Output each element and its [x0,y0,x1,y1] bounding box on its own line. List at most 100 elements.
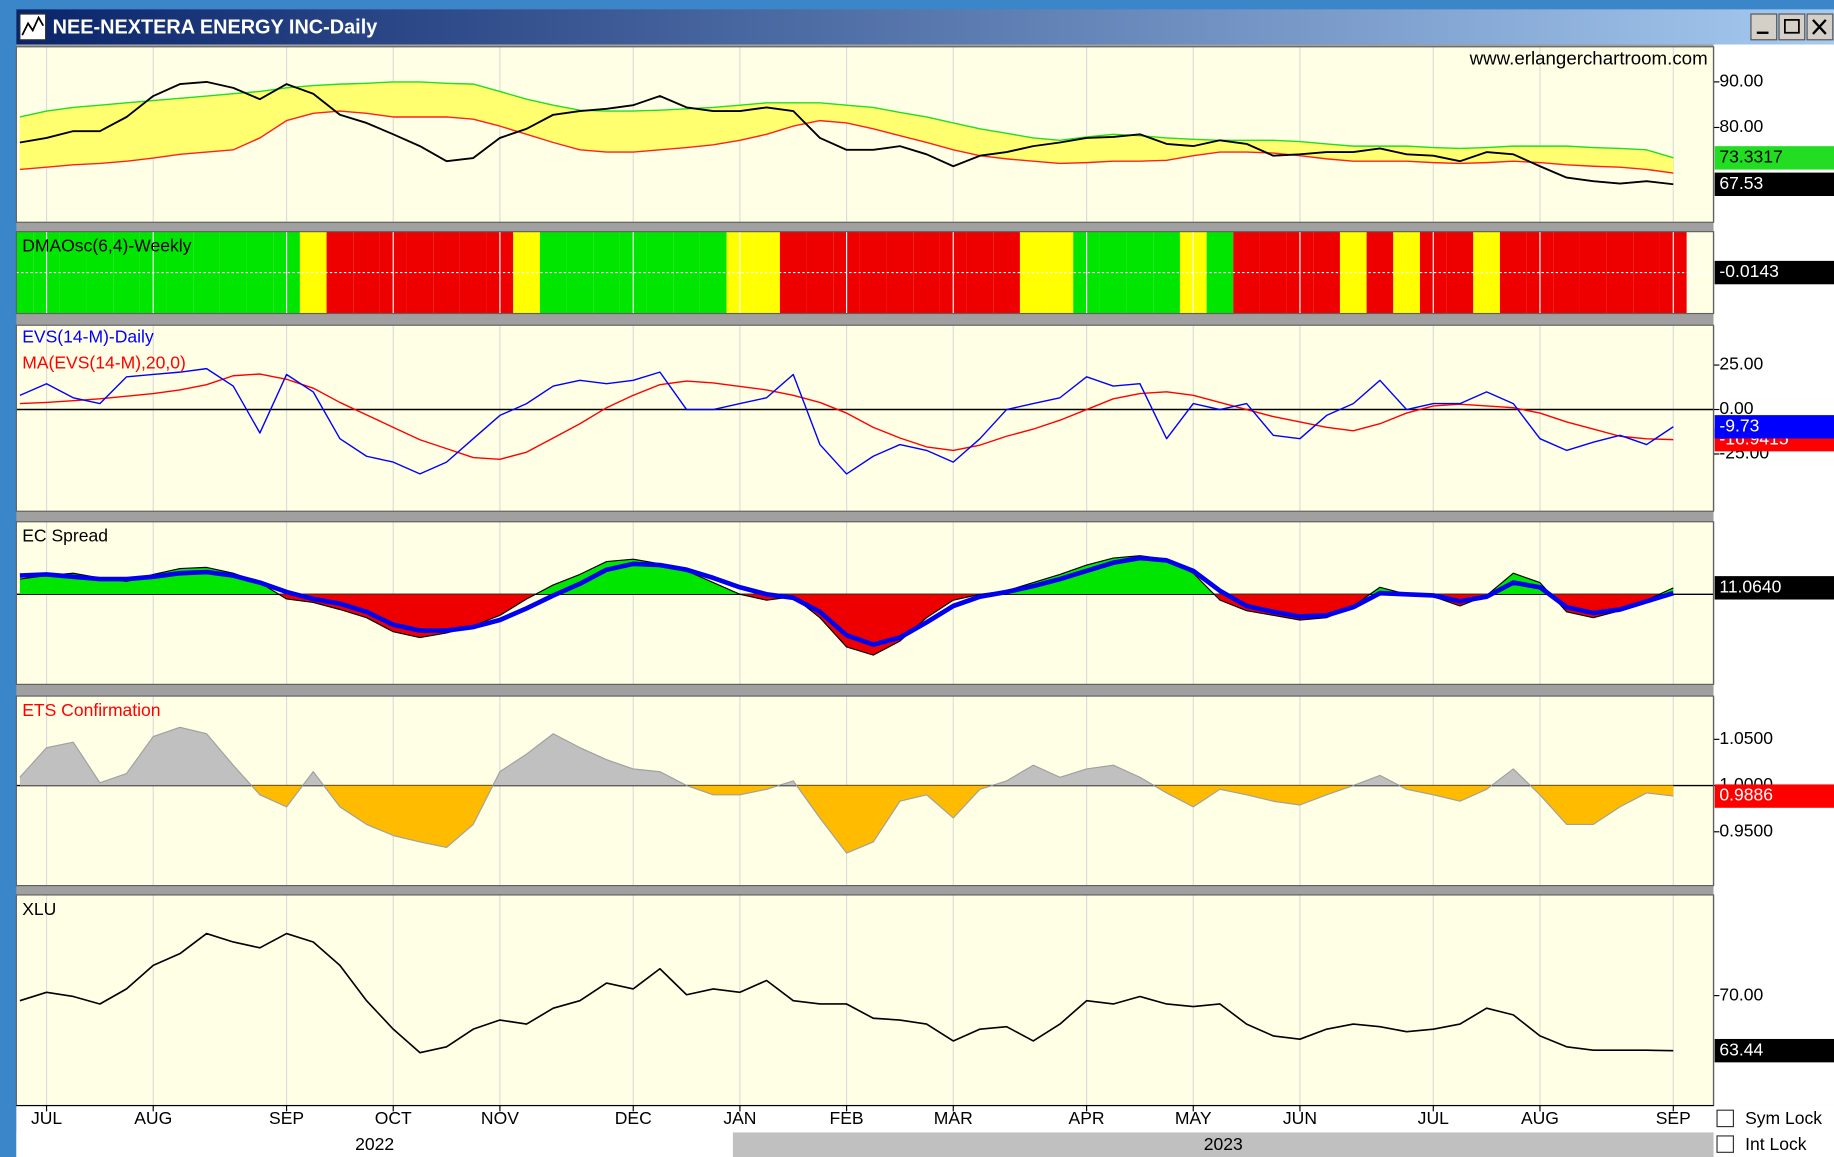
plot [19,894,1674,1106]
signal-block [1153,231,1180,314]
panel-border [15,324,1715,512]
signal-block [1499,231,1527,314]
x-tick-label: JUL [1418,1108,1449,1128]
int-lock-checkbox[interactable] [1716,1135,1734,1153]
watermark: www.erlangerchartroom.com [1469,48,1708,69]
last-value-label: 63.44 [1719,1039,1763,1059]
area-fill-positive [19,727,1531,786]
plot [19,46,1674,223]
series-line [19,80,1674,186]
maximize-glyph [1783,19,1800,34]
y-tick-label: 80.00 [1719,116,1763,136]
x-tick-label: FEB [830,1108,864,1128]
panel-border [15,46,1715,223]
minimize-button[interactable] [1750,13,1778,41]
panel-background [16,325,1714,512]
signal-block [913,231,940,314]
area-fill-negative [19,785,1674,854]
series-line [19,726,1674,854]
last-value-box [1714,1038,1834,1063]
year-label: 2022 [355,1134,394,1154]
maximize-button[interactable] [1778,13,1806,41]
signal-block [646,231,674,314]
x-tick-label: NOV [481,1108,519,1128]
panel-title: XLU [22,899,56,919]
panel: 80.00 90.00 73.3317 67.53 [15,46,1834,223]
x-tick-label: SEP [269,1108,304,1128]
series-line [19,373,1674,460]
last-value-label: 0.9886 [1719,785,1773,805]
x-tick-label: JAN [723,1108,756,1128]
panel: 25.000.00-25.00EVS(14-M)-DailyMA(EVS(14-… [15,324,1834,512]
panel-border [15,231,1715,315]
x-axis: JUL AUG SEP OCT NOV DEC JAN FEB MAR APR MAY JUN JUL A… [16,1104,1714,1157]
x-tick-label: MAR [934,1108,973,1128]
plot [16,521,1714,685]
signal-block [1606,231,1634,314]
panel-border [15,521,1715,685]
x-tick-label: AUG [134,1108,172,1128]
signal-block [993,231,1020,314]
last-value-box [1714,260,1834,285]
panel-background [16,894,1714,1106]
close-glyph [1812,19,1827,35]
signal-block [1446,231,1474,314]
plot [16,696,1714,886]
signal-block [886,231,914,314]
year-band [732,1132,1714,1157]
signal-block [433,231,460,314]
y-tick-label: 0.9500 [1719,820,1773,840]
x-tick-label: SEP [1656,1108,1691,1128]
x-tick-label: MAY [1175,1108,1212,1128]
x-tick-label: DEC [615,1108,652,1128]
legend-entry: MA(EVS(14-M),20,0) [22,352,186,372]
panels: 80.00 90.00 73.3317 67.53 DMAOsc(6,4)-Weekly… [15,46,1834,1107]
last-value-label: 73.3317 [1719,147,1782,167]
x-tick-label: JUL [31,1108,62,1128]
last-value-box [1714,784,1834,808]
series-line [19,932,1674,1054]
signal-block [1259,231,1287,314]
year-label: 2023 [1204,1134,1243,1154]
signal-block [86,231,114,314]
sym-lock-checkbox[interactable] [1716,1109,1734,1128]
plot [16,325,1714,512]
year-band [16,1132,733,1157]
last-value-label: 11.0640 [1719,576,1781,596]
last-value-box [1714,576,1834,600]
signal-block [1339,231,1367,314]
signal-block [193,231,220,314]
panel-title: ETS Confirmation [22,700,160,720]
last-value-label: 67.53 [1719,173,1763,193]
y-tick-label: 1.0500 [1719,728,1773,748]
x-tick-label: JUN [1283,1108,1317,1128]
title-bar [16,9,1834,45]
x-tick-label: AUG [1521,1108,1559,1128]
signal-block [459,231,487,314]
x-tick-label: OCT [375,1108,412,1128]
signal-block [699,231,727,314]
close-button[interactable] [1806,13,1834,41]
y-tick-label: 25.00 [1719,354,1763,374]
panel-border [15,695,1715,887]
signal-block [539,231,567,314]
sym-lock-label[interactable]: Sym Lock [1745,1108,1822,1128]
y-tick-label: 70.00 [1719,984,1763,1004]
last-value-label: -9.73 [1719,415,1759,435]
last-value-box [1714,172,1834,197]
app-icon-glyph [21,15,45,36]
series-line [19,555,1674,647]
right-axis-area [1713,44,1834,1106]
int-lock-label[interactable]: Int Lock [1745,1134,1807,1154]
panel: DMAOsc(6,4)-Weekly -0.0143 [15,231,1834,315]
x-tick-label: APR [1069,1108,1105,1128]
y-tick-label: 0.00 [1719,398,1753,418]
signal-block [966,231,994,314]
panel-title: EC Spread [22,526,108,546]
panel: EC Spread 11.0640 [15,521,1834,685]
legend-entry: EVS(14-M)-Daily [22,327,154,347]
signal-block [353,231,380,314]
window-title: NEE-NEXTERA ENERGY INC-Daily [53,16,378,38]
